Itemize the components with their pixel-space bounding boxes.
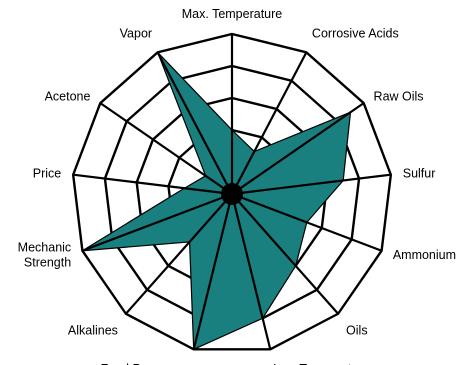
data-point-10 (183, 187, 186, 190)
axis-label-line: Oils (346, 324, 368, 338)
axis-label-line: Sulfur (403, 166, 436, 180)
spoke-11 (99, 102, 233, 195)
grid-ring-5 (71, 32, 393, 351)
data-point-12 (156, 51, 159, 54)
axis-label-10: Price (33, 166, 62, 180)
axis-label-7: Food Processes (101, 362, 191, 365)
data-point-6 (261, 317, 264, 320)
axis-label-line: Price (33, 166, 62, 180)
data-point-8 (188, 240, 191, 243)
axis-label-11: Acetone (45, 89, 91, 103)
axis-label-line: Strength (24, 255, 71, 269)
axis-label-4: Ammonium (393, 248, 456, 262)
spoke-6 (230, 193, 272, 350)
spoke-10 (73, 173, 233, 196)
data-point-11 (204, 174, 207, 177)
axis-label-line: Mechanic (18, 240, 72, 254)
spoke-9 (82, 192, 233, 252)
radar-axis-labels: Max. Temperature Corrosive Acids Raw Oils S… (18, 7, 456, 365)
axis-label-line: Food Processes (101, 362, 191, 365)
axis-label-3: Sulfur (403, 166, 436, 180)
data-point-4 (305, 221, 308, 224)
spoke-7 (192, 193, 234, 350)
data-point-5 (294, 264, 297, 267)
data-point-3 (342, 179, 345, 182)
spoke-5 (231, 193, 339, 315)
axis-label-line: Vapor (120, 27, 152, 41)
axis-label-9: Mechanic Strength (18, 240, 72, 269)
data-point-9 (81, 249, 84, 252)
axis-label-line: Low Temperatures (273, 362, 376, 365)
axis-label-line: Corrosive Acids (312, 27, 399, 41)
data-point-0 (231, 129, 233, 131)
axis-label-6: Low Temperatures (273, 362, 376, 365)
axis-label-1: Corrosive Acids (312, 27, 399, 41)
spoke-12 (156, 51, 233, 195)
radar-data-points (81, 51, 352, 351)
axis-label-line: Alkalines (68, 324, 118, 338)
radar-center-dot (221, 183, 243, 205)
axis-label-line: Ammonium (393, 248, 456, 262)
spoke-3 (231, 173, 391, 196)
spoke-8 (125, 193, 233, 315)
axis-label-line: Max. Temperature (182, 7, 283, 21)
axis-label-line: Acetone (45, 89, 91, 103)
axis-label-0: Max. Temperature (182, 7, 283, 21)
spoke-1 (231, 51, 308, 195)
data-point-7 (192, 348, 195, 351)
axis-label-line: Raw Oils (374, 89, 424, 103)
axis-label-12: Vapor (120, 27, 152, 41)
axis-label-2: Raw Oils (374, 89, 424, 103)
data-point-1 (253, 150, 256, 153)
data-point-2 (349, 111, 352, 114)
axis-label-5: Oils (346, 324, 368, 338)
spoke-2 (231, 102, 365, 195)
axis-label-8: Alkalines (68, 324, 118, 338)
